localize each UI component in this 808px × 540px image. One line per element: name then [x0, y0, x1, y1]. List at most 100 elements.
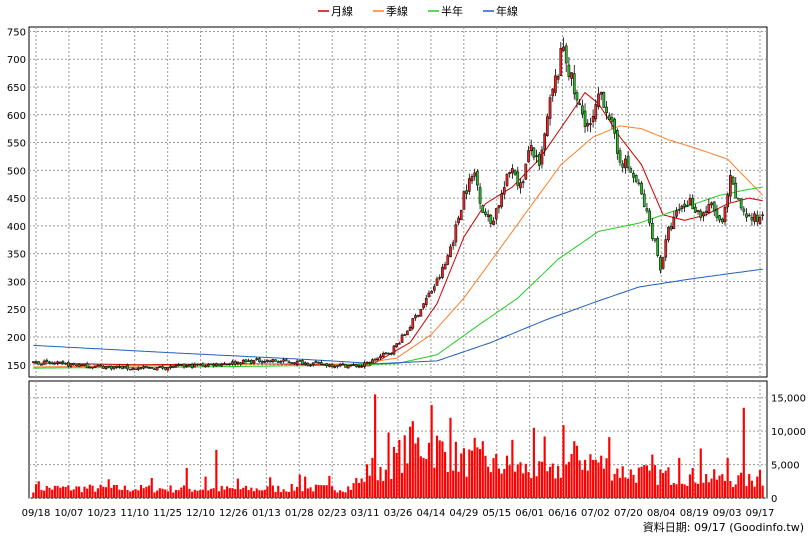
volume-bar — [718, 475, 721, 498]
volume-bar — [594, 459, 597, 498]
volume-bar — [99, 484, 102, 498]
date-tick-label: 06/01 — [515, 508, 544, 519]
candle-body — [376, 357, 380, 360]
volume-bars — [32, 394, 764, 498]
candle-body — [637, 182, 641, 185]
volume-bar — [309, 487, 312, 498]
volume-bar — [411, 421, 414, 498]
volume-bar — [371, 457, 374, 498]
volume-bar — [551, 463, 554, 498]
volume-bar — [341, 491, 344, 498]
candle-body — [395, 343, 398, 347]
volume-bar — [699, 448, 702, 498]
candle-body — [664, 239, 668, 258]
volume-bar — [457, 471, 460, 498]
candle-body — [247, 360, 250, 362]
candle-body — [406, 330, 409, 336]
volume-bar — [753, 486, 756, 498]
volume-bar — [643, 465, 646, 498]
candle-body — [209, 363, 213, 366]
legend-label: 季線 — [386, 4, 408, 18]
candle-body — [613, 118, 616, 134]
volume-bar — [40, 489, 43, 498]
candle-body — [99, 364, 102, 367]
candle-body — [457, 217, 460, 224]
candle-body — [677, 209, 681, 211]
candle-body — [712, 201, 716, 212]
candle-body — [398, 343, 401, 345]
candle-body — [642, 193, 646, 207]
candle-body — [720, 218, 724, 223]
volume-bar — [470, 450, 474, 498]
volume-bar — [433, 467, 436, 498]
candle-body — [433, 286, 436, 291]
candle-body — [392, 345, 396, 355]
date-tick-label: 10/23 — [87, 508, 116, 519]
volume-bar — [374, 394, 377, 498]
candle-body — [48, 361, 51, 364]
volume-bar — [263, 489, 266, 498]
candle-body — [241, 359, 245, 364]
legend-label: 半年 — [441, 4, 463, 18]
volume-bar — [45, 486, 48, 498]
candle-body — [710, 202, 713, 206]
volume-bar — [435, 435, 439, 498]
candle-body — [190, 364, 194, 368]
candle-body — [599, 91, 603, 95]
price-tick-label: 350 — [7, 250, 26, 261]
volume-bar — [139, 484, 143, 498]
volume-bar — [532, 427, 535, 498]
volume-bar — [427, 442, 431, 498]
candle-body — [519, 182, 522, 189]
candle-body — [505, 173, 509, 186]
volume-bar — [419, 456, 422, 498]
candle-body — [120, 365, 124, 370]
date-tick-label: 08/19 — [680, 508, 709, 519]
volume-bar — [686, 485, 689, 498]
candle-body — [239, 362, 242, 365]
volume-bar — [479, 449, 482, 498]
candle-body — [616, 130, 619, 154]
price-tick-label: 150 — [7, 361, 26, 372]
volume-bar — [449, 417, 452, 498]
volume-bar — [277, 485, 280, 498]
volume-bar — [731, 487, 735, 498]
candle-body — [201, 363, 205, 367]
volume-bar — [683, 484, 686, 498]
volume-bar — [266, 486, 269, 498]
candle-body — [171, 365, 175, 368]
candle-body — [115, 365, 119, 368]
candle-body — [384, 352, 388, 355]
candle-body — [745, 213, 748, 218]
candle-body — [441, 267, 444, 278]
volume-bar — [355, 477, 358, 498]
candle-body — [497, 205, 501, 209]
candle-body — [591, 115, 595, 123]
volume-bar — [713, 469, 716, 498]
candle-body — [508, 172, 512, 174]
candle-body — [131, 367, 135, 370]
candle-body — [371, 359, 374, 364]
volume-bar — [387, 432, 390, 498]
candle-body — [298, 360, 302, 362]
candle-body — [451, 242, 455, 246]
candle-body — [513, 170, 517, 175]
date-tick-label: 02/23 — [318, 508, 347, 519]
candle-body — [478, 187, 482, 204]
candle-body — [279, 360, 283, 363]
volume-bar — [204, 476, 207, 498]
volume-bar — [78, 486, 81, 498]
volume-bar — [524, 463, 527, 498]
volume-bar — [559, 477, 562, 498]
candle-body — [551, 88, 555, 97]
candle-body — [653, 238, 657, 241]
candle-body — [586, 123, 590, 127]
candle-body — [422, 303, 425, 309]
volume-bar — [618, 477, 622, 498]
ma-line — [33, 268, 763, 365]
volume-bar — [648, 470, 651, 498]
volume-bar — [565, 464, 568, 498]
volume-bar — [282, 489, 285, 498]
volume-bar — [72, 489, 75, 498]
volume-bar — [118, 489, 121, 498]
